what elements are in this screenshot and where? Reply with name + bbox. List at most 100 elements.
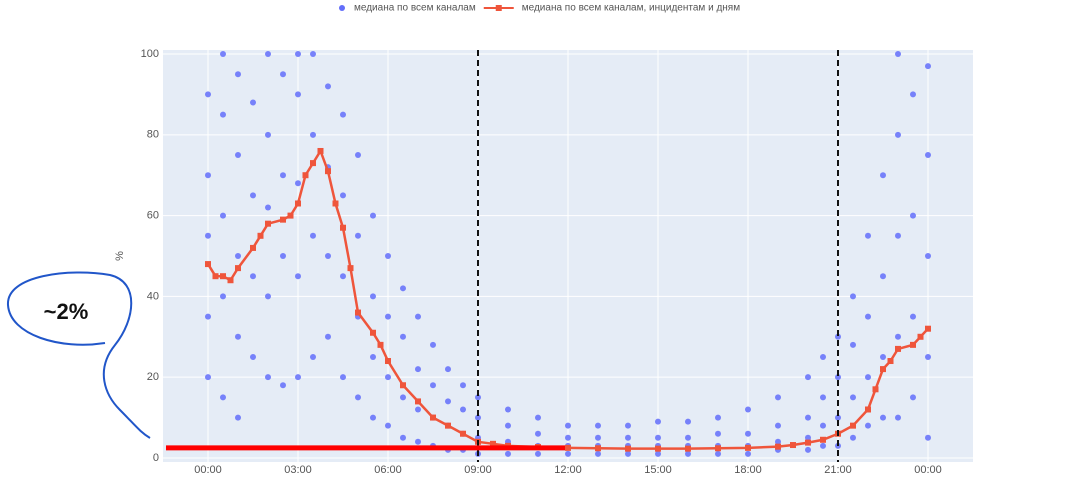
- scatter-point: [370, 293, 376, 300]
- line-marker: [872, 386, 879, 393]
- scatter-point: [250, 99, 256, 106]
- scatter-point: [250, 273, 256, 280]
- scatter-point: [880, 273, 886, 280]
- line-marker: [370, 329, 376, 336]
- scatter-point: [235, 333, 241, 340]
- line-marker: [377, 341, 384, 348]
- scatter-point: [805, 434, 811, 441]
- scatter-point: [295, 374, 301, 381]
- scatter-point: [895, 414, 901, 421]
- scatter-point: [655, 434, 661, 441]
- scatter-point: [820, 422, 826, 429]
- scatter-point: [535, 430, 541, 437]
- scatter-point: [430, 382, 436, 389]
- scatter-point: [850, 394, 856, 401]
- scatter-point: [505, 450, 511, 457]
- scatter-point: [715, 450, 721, 457]
- scatter-point: [385, 313, 391, 320]
- scatter-point: [265, 51, 271, 58]
- legend-marker: [495, 5, 502, 11]
- scatter-point: [280, 172, 286, 179]
- scatter-point: [865, 374, 871, 381]
- line-marker: [805, 439, 811, 446]
- scatter-point: [400, 394, 406, 401]
- line-marker: [745, 444, 751, 451]
- scatter-point: [235, 253, 241, 259]
- scatter-point: [805, 446, 811, 453]
- scatter-point: [310, 51, 316, 58]
- scatter-point: [370, 353, 376, 360]
- scatter-point: [925, 253, 931, 259]
- line-marker: [685, 445, 691, 452]
- y-tick-label: 100: [141, 48, 159, 60]
- scatter-point: [445, 398, 451, 405]
- line-marker: [212, 273, 219, 280]
- line-marker: [445, 422, 451, 429]
- scatter-point: [835, 414, 841, 421]
- scatter-point: [715, 430, 721, 437]
- scatter-point: [910, 394, 916, 401]
- x-tick-label: 18:00: [734, 464, 762, 476]
- scatter-point: [280, 253, 286, 259]
- scatter-point: [745, 430, 751, 437]
- scatter-point: [400, 434, 406, 441]
- scatter-point: [820, 353, 826, 360]
- scatter-point: [910, 313, 916, 320]
- scatter-point: [250, 192, 256, 199]
- line-marker: [257, 232, 264, 239]
- scatter-point: [385, 253, 391, 259]
- scatter-point: [400, 333, 406, 340]
- scatter-point: [205, 374, 211, 381]
- scatter-point: [880, 353, 886, 360]
- scatter-point: [565, 434, 571, 441]
- scatter-point: [460, 382, 466, 389]
- scatter-point: [865, 313, 871, 320]
- scatter-point: [415, 366, 421, 373]
- scatter-point: [865, 232, 871, 239]
- line-marker: [385, 358, 391, 365]
- scatter-point: [805, 374, 811, 381]
- scatter-point: [295, 51, 301, 58]
- scatter-point: [325, 83, 331, 90]
- scatter-point: [220, 293, 226, 300]
- scatter-point: [775, 438, 781, 445]
- line-marker: [250, 244, 256, 251]
- annotation-text: ~2%: [44, 299, 89, 324]
- marks: [205, 51, 931, 457]
- scatter-point: [745, 406, 751, 413]
- line-marker: [400, 382, 406, 389]
- scatter-point: [910, 212, 916, 219]
- scatter-point: [925, 63, 931, 70]
- scatter-point: [625, 422, 631, 429]
- line-marker: [565, 444, 571, 451]
- line-marker: [205, 261, 211, 268]
- line-marker: [280, 216, 286, 223]
- y-tick-label: 60: [147, 210, 159, 222]
- scatter-point: [685, 450, 691, 457]
- line-marker: [332, 200, 339, 207]
- scatter-point: [430, 341, 436, 348]
- scatter-point: [235, 414, 241, 421]
- scatter-point: [910, 91, 916, 98]
- line-marker: [235, 265, 241, 272]
- scatter-point: [310, 131, 316, 138]
- scatter-point: [445, 366, 451, 373]
- x-tick-label: 15:00: [644, 464, 672, 476]
- scatter-point: [685, 418, 691, 425]
- scatter-point: [475, 414, 481, 421]
- line-marker: [595, 445, 601, 452]
- scatter-point: [295, 180, 301, 187]
- scatter-point: [565, 422, 571, 429]
- scatter-point: [895, 131, 901, 138]
- scatter-point: [655, 418, 661, 425]
- line-marker: [430, 414, 436, 421]
- x-tick-label: 00:00: [194, 464, 222, 476]
- x-tick-label: 03:00: [284, 464, 312, 476]
- scatter-point: [625, 434, 631, 441]
- scatter-point: [685, 434, 691, 441]
- scatter-point: [325, 253, 331, 259]
- line-marker: [925, 325, 931, 332]
- scatter-point: [220, 394, 226, 401]
- scatter-point: [820, 442, 826, 449]
- scatter-point: [265, 293, 271, 300]
